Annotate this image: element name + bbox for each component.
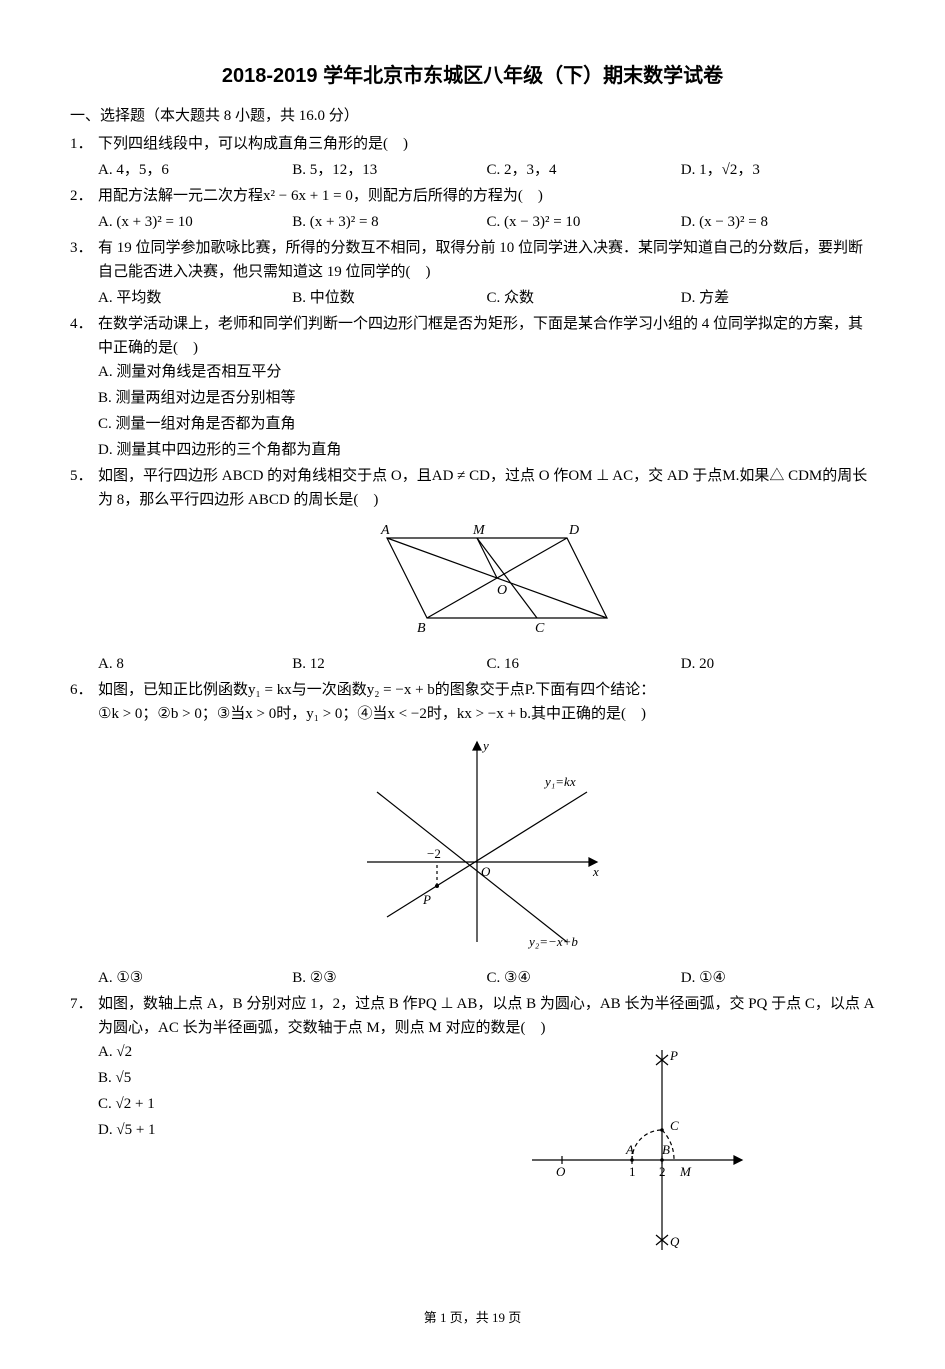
q4-opt-d: D. 测量其中四边形的三个角都为直角 (98, 438, 875, 462)
section-heading: 一、选择题（本大题共 8 小题，共 16.0 分） (70, 104, 875, 128)
label-o: O (481, 864, 491, 879)
q7-opt-a: A. √2 (98, 1040, 409, 1064)
q2-opt-a: A. (x + 3)² = 10 (98, 210, 292, 234)
q4-opt-b: B. 测量两组对边是否分别相等 (98, 386, 875, 410)
label-c: C (535, 621, 545, 636)
question-3: 3． 有 19 位同学参加歌咏比赛，所得的分数互不相同，取得分前 10 位同学进… (70, 236, 875, 310)
label-b: B (662, 1142, 670, 1157)
qnum: 5． (70, 464, 98, 488)
label-d: D (568, 523, 579, 538)
label-m: M (472, 523, 486, 538)
q3-opt-c: C. 众数 (487, 286, 681, 310)
label-o: O (497, 583, 507, 598)
qnum: 6． (70, 678, 98, 702)
label-b: B (417, 621, 426, 636)
qbody: 如图，平行四边形 ABCD 的对角线相交于点 O，且AD ≠ CD，过点 O 作… (98, 464, 875, 676)
q1-text: 下列四组线段中，可以构成直角三角形的是( ) (98, 132, 875, 156)
question-6: 6． 如图，已知正比例函数y₁ = kx与一次函数y₂ = −x + b的图象交… (70, 678, 875, 990)
q5-opt-d: D. 20 (681, 652, 875, 676)
q2-opt-c: C. (x − 3)² = 10 (487, 210, 681, 234)
qbody: 用配方法解一元二次方程x² − 6x + 1 = 0，则配方后所得的方程为( )… (98, 184, 875, 234)
q3-text: 有 19 位同学参加歌咏比赛，所得的分数互不相同，取得分前 10 位同学进入决赛… (98, 236, 875, 284)
label-y2: y₂=−x+b (527, 934, 578, 949)
qnum: 7． (70, 992, 98, 1016)
qnum: 2． (70, 184, 98, 208)
question-5: 5． 如图，平行四边形 ABCD 的对角线相交于点 O，且AD ≠ CD，过点 … (70, 464, 875, 676)
q7-figure: P C A B M O Q 1 2 (409, 1040, 875, 1268)
q5-opt-a: A. 8 (98, 652, 292, 676)
qnum: 1． (70, 132, 98, 156)
qnum: 3． (70, 236, 98, 260)
label-a: A (380, 523, 390, 538)
page-title: 2018-2019 学年北京市东城区八年级（下）期末数学试卷 (70, 60, 875, 92)
label-p: P (422, 892, 431, 907)
qbody: 有 19 位同学参加歌咏比赛，所得的分数互不相同，取得分前 10 位同学进入决赛… (98, 236, 875, 310)
label-q: Q (670, 1234, 680, 1249)
label-x: x (592, 864, 599, 879)
label-p: P (669, 1048, 678, 1063)
q6-figure: y x O P −2 y₁=kx y₂=−x+b (98, 732, 875, 960)
qbody: 如图，数轴上点 A，B 分别对应 1，2，过点 B 作PQ ⊥ AB，以点 B … (98, 992, 875, 1268)
q6-opt-b: B. ②③ (292, 966, 486, 990)
label-o: O (556, 1164, 566, 1179)
label-one: 1 (629, 1164, 636, 1179)
q6-opt-a: A. ①③ (98, 966, 292, 990)
q6-text-a: 如图，已知正比例函数y₁ = kx与一次函数y₂ = −x + b的图象交于点P… (98, 678, 875, 702)
qbody: 在数学活动课上，老师和同学们判断一个四边形门框是否为矩形，下面是某合作学习小组的… (98, 312, 875, 462)
q4-opt-c: C. 测量一组对角是否都为直角 (98, 412, 875, 436)
qbody: 如图，已知正比例函数y₁ = kx与一次函数y₂ = −x + b的图象交于点P… (98, 678, 875, 990)
label-m: M (679, 1164, 692, 1179)
q7-opt-d: D. √5 + 1 (98, 1118, 409, 1142)
label-two: 2 (659, 1164, 666, 1179)
q3-opt-b: B. 中位数 (292, 286, 486, 310)
question-4: 4． 在数学活动课上，老师和同学们判断一个四边形门框是否为矩形，下面是某合作学习… (70, 312, 875, 462)
question-1: 1． 下列四组线段中，可以构成直角三角形的是( ) A. 4，5，6 B. 5，… (70, 132, 875, 182)
q3-opt-a: A. 平均数 (98, 286, 292, 310)
q1-opt-b: B. 5，12，13 (292, 158, 486, 182)
label-neg2: −2 (427, 846, 441, 861)
q5-opt-b: B. 12 (292, 652, 486, 676)
q6-text-b: ①k > 0；②b > 0；③当x > 0时，y₁ > 0；④当x < −2时，… (98, 702, 875, 726)
q5-figure: A M D B O C (98, 518, 875, 646)
q7-opt-c: C. √2 + 1 (98, 1092, 409, 1116)
q7-opt-b: B. √5 (98, 1066, 409, 1090)
label-c: C (670, 1118, 679, 1133)
question-7: 7． 如图，数轴上点 A，B 分别对应 1，2，过点 B 作PQ ⊥ AB，以点… (70, 992, 875, 1268)
label-a: A (625, 1142, 634, 1157)
qnum: 4． (70, 312, 98, 336)
q5-text: 如图，平行四边形 ABCD 的对角线相交于点 O，且AD ≠ CD，过点 O 作… (98, 464, 875, 512)
q2-text: 用配方法解一元二次方程x² − 6x + 1 = 0，则配方后所得的方程为( ) (98, 184, 875, 208)
q1-opt-c: C. 2，3，4 (487, 158, 681, 182)
q6-opt-c: C. ③④ (487, 966, 681, 990)
q7-options: A. √2 B. √5 C. √2 + 1 D. √5 + 1 (98, 1040, 409, 1142)
q1-opt-a: A. 4，5，6 (98, 158, 292, 182)
q5-opt-c: C. 16 (487, 652, 681, 676)
label-y1: y₁=kx (543, 774, 576, 789)
q2-opt-b: B. (x + 3)² = 8 (292, 210, 486, 234)
q1-opt-d: D. 1，√2，3 (681, 158, 875, 182)
label-y: y (481, 738, 489, 753)
q6-opt-d: D. ①④ (681, 966, 875, 990)
question-2: 2． 用配方法解一元二次方程x² − 6x + 1 = 0，则配方后所得的方程为… (70, 184, 875, 234)
page-footer: 第 1 页，共 19 页 (70, 1308, 875, 1329)
q7-text: 如图，数轴上点 A，B 分别对应 1，2，过点 B 作PQ ⊥ AB，以点 B … (98, 992, 875, 1040)
q2-opt-d: D. (x − 3)² = 8 (681, 210, 875, 234)
q4-text: 在数学活动课上，老师和同学们判断一个四边形门框是否为矩形，下面是某合作学习小组的… (98, 312, 875, 360)
q4-opt-a: A. 测量对角线是否相互平分 (98, 360, 875, 384)
qbody: 下列四组线段中，可以构成直角三角形的是( ) A. 4，5，6 B. 5，12，… (98, 132, 875, 182)
q3-opt-d: D. 方差 (681, 286, 875, 310)
